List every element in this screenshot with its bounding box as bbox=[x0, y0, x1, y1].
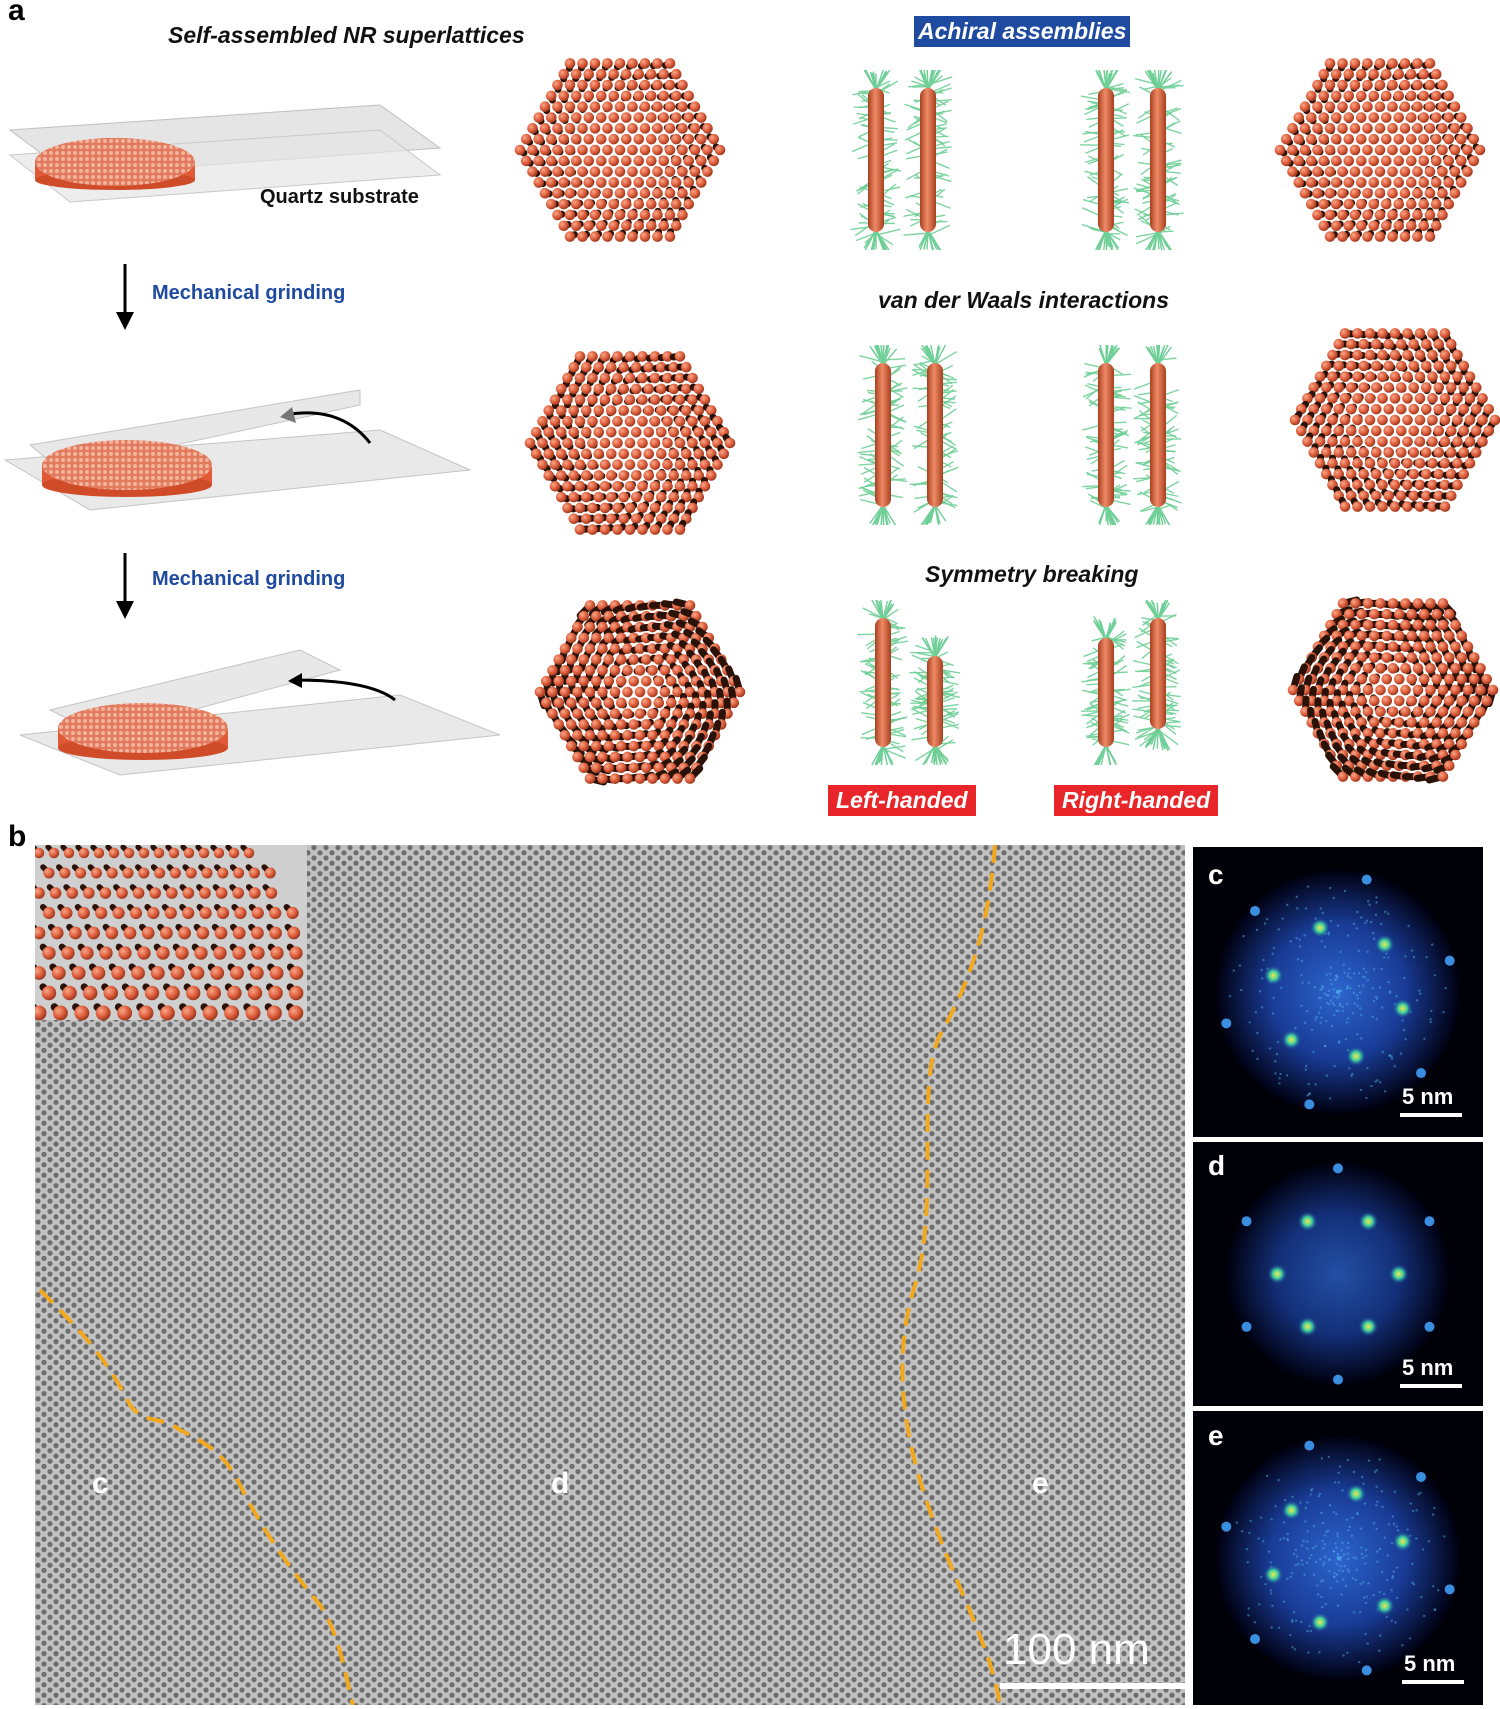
nanorod-pair-vdw-2 bbox=[1068, 345, 1198, 525]
tag-left-handed: Left-handed bbox=[828, 785, 976, 816]
substrate-diagram-2 bbox=[0, 385, 480, 535]
panel-letter-a: a bbox=[8, 0, 25, 28]
substrate-diagram-3 bbox=[10, 640, 500, 780]
nanorod-pair-achiral-2 bbox=[1068, 70, 1198, 250]
region-label-c: c bbox=[92, 1467, 109, 1501]
fft-letter-e: e bbox=[1208, 1420, 1224, 1452]
nanorod-pair-vdw-1 bbox=[845, 345, 975, 525]
fft-scale-bar-e bbox=[1402, 1680, 1464, 1684]
scale-bar-label: 100 nm bbox=[1003, 1625, 1150, 1675]
region-label-e: e bbox=[1032, 1467, 1049, 1501]
inset-superlattice-render bbox=[35, 845, 307, 1020]
fft-letter-c: c bbox=[1208, 859, 1224, 891]
tag-achiral-assemblies: Achiral assemblies bbox=[914, 16, 1130, 47]
fft-scale-bar-d bbox=[1400, 1384, 1462, 1388]
superlattice-hexagon-vdw-left bbox=[515, 333, 745, 553]
superlattice-hexagon-right-handed bbox=[1278, 580, 1500, 800]
superlattice-hexagon-vdw-right bbox=[1280, 310, 1500, 530]
arrow-down-icon bbox=[110, 553, 140, 621]
nanorod-pair-right-handed bbox=[1068, 600, 1198, 765]
superlattice-hexagon-achiral-left bbox=[505, 40, 735, 260]
superlattice-hexagon-left-handed bbox=[525, 582, 755, 802]
fft-scale-d: 5 nm bbox=[1402, 1355, 1453, 1381]
step-label-grinding-1: Mechanical grinding bbox=[152, 282, 345, 305]
substrate-label: Quartz substrate bbox=[260, 186, 419, 209]
fft-scale-c: 5 nm bbox=[1402, 1084, 1453, 1110]
scale-bar-line bbox=[1000, 1683, 1185, 1689]
panel-letter-b: b bbox=[8, 820, 26, 854]
region-label-d: d bbox=[551, 1467, 569, 1501]
heading-vdw-interactions: van der Waals interactions bbox=[878, 287, 1169, 314]
heading-symmetry-breaking: Symmetry breaking bbox=[925, 561, 1138, 588]
nanorod-pair-achiral-1 bbox=[838, 70, 968, 250]
panel-a-title: Self-assembled NR superlattices bbox=[168, 22, 525, 49]
nanorod-pair-left-handed bbox=[845, 600, 975, 765]
fft-letter-d: d bbox=[1208, 1150, 1225, 1182]
tem-micrograph bbox=[35, 845, 1185, 1705]
fft-scale-e: 5 nm bbox=[1404, 1651, 1455, 1677]
tag-right-handed: Right-handed bbox=[1054, 785, 1218, 816]
step-label-grinding-2: Mechanical grinding bbox=[152, 568, 345, 591]
fft-scale-bar-c bbox=[1400, 1113, 1462, 1117]
arrow-down-icon bbox=[110, 264, 140, 332]
superlattice-hexagon-achiral-right bbox=[1265, 40, 1495, 260]
